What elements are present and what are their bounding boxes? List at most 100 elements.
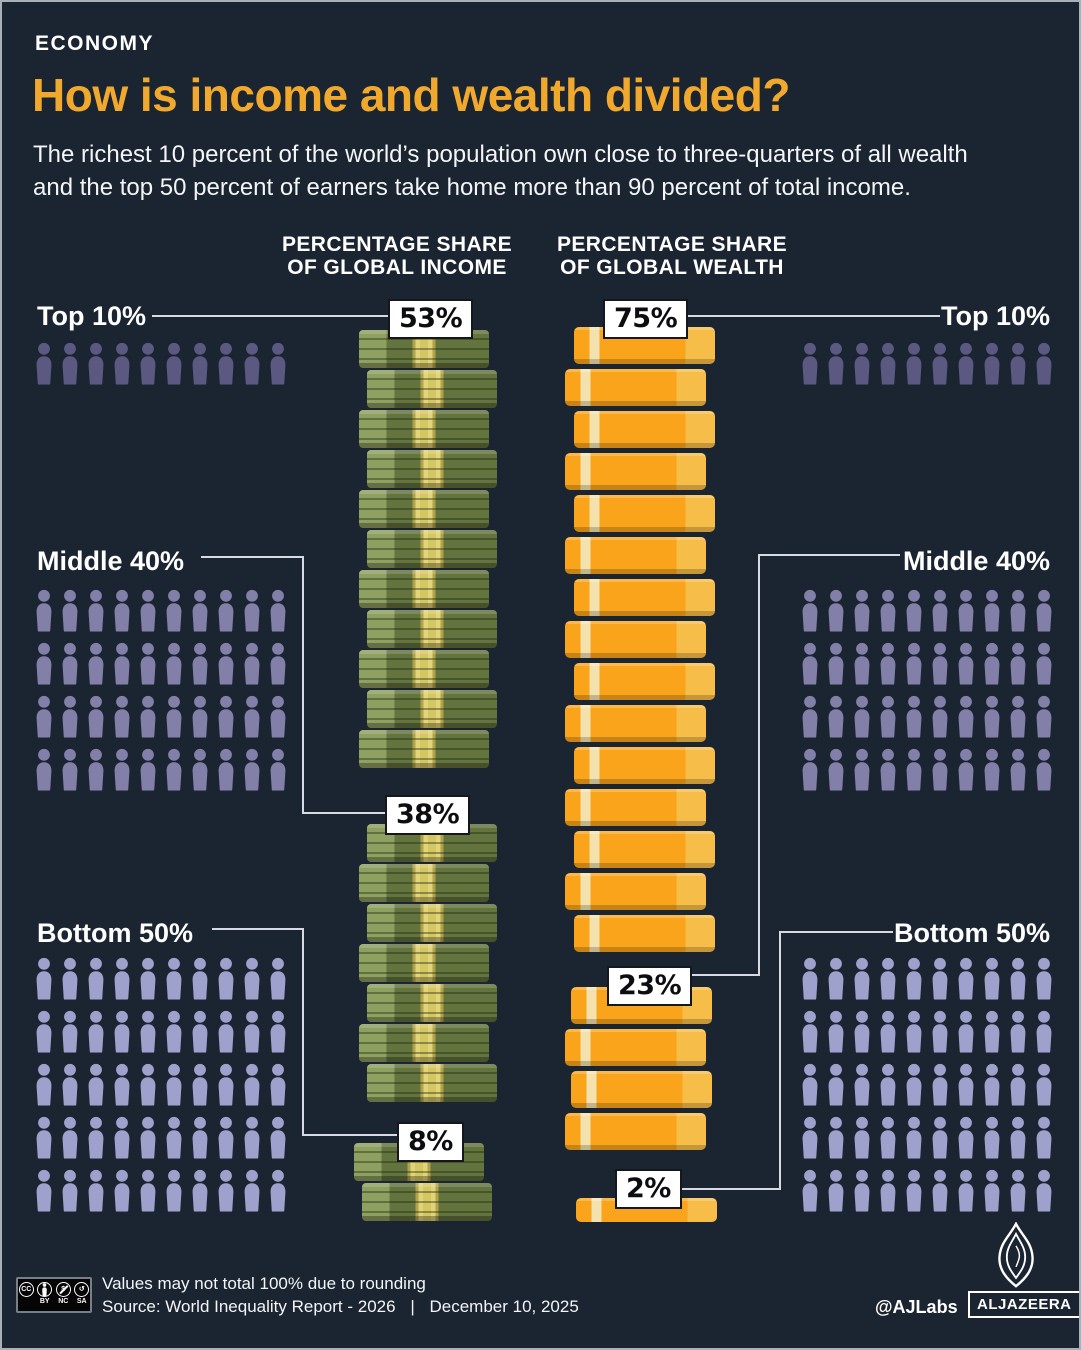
person-icon bbox=[267, 340, 289, 387]
aljazeera-flame-logo bbox=[998, 1222, 1034, 1288]
person-icon bbox=[877, 693, 899, 740]
person-icon bbox=[799, 340, 821, 387]
person-icon bbox=[137, 1167, 159, 1214]
source-separator: | bbox=[410, 1297, 415, 1316]
label-bottom50-left: Bottom 50% bbox=[37, 918, 194, 948]
person-icon bbox=[955, 587, 977, 634]
money-stack-unit bbox=[359, 490, 489, 528]
gold-bar-unit bbox=[574, 495, 715, 532]
cc-nc-icon: $ NC bbox=[55, 1282, 72, 1305]
person-icon bbox=[955, 693, 977, 740]
person-icon bbox=[85, 340, 107, 387]
person-icon bbox=[1007, 1167, 1029, 1214]
person-icon bbox=[267, 1061, 289, 1108]
person-icon bbox=[929, 746, 951, 793]
cc-license-badge: CC BY $ NC ↺ SA bbox=[16, 1277, 92, 1313]
person-icon bbox=[851, 640, 873, 687]
person-icon bbox=[241, 1061, 263, 1108]
person-icon bbox=[163, 587, 185, 634]
person-icon bbox=[929, 1061, 951, 1108]
person-icon bbox=[33, 640, 55, 687]
person-icon bbox=[1007, 640, 1029, 687]
person-icon bbox=[825, 1114, 847, 1161]
value-wealth-middle40: 23% bbox=[607, 966, 693, 1006]
person-icon bbox=[189, 693, 211, 740]
person-icon bbox=[929, 1008, 951, 1055]
value-income-middle40: 38% bbox=[385, 795, 471, 835]
person-icon bbox=[929, 640, 951, 687]
person-icon bbox=[137, 693, 159, 740]
person-icon bbox=[85, 1114, 107, 1161]
person-icon bbox=[33, 746, 55, 793]
cc-sa-circle: ↺ bbox=[74, 1282, 90, 1297]
money-stack-unit bbox=[367, 1064, 497, 1102]
person-icon bbox=[59, 587, 81, 634]
wealth-header-line2: OF GLOBAL WEALTH bbox=[560, 256, 784, 279]
gold-bar-unit bbox=[574, 747, 715, 784]
connector-line bbox=[212, 928, 304, 930]
gold-bar-unit bbox=[565, 453, 706, 490]
person-icon bbox=[851, 1167, 873, 1214]
person-icon bbox=[215, 1114, 237, 1161]
person-icon bbox=[981, 587, 1003, 634]
person-icon bbox=[1033, 955, 1055, 1002]
money-stack-unit bbox=[367, 370, 497, 408]
connector-line bbox=[302, 1134, 398, 1136]
person-icon bbox=[215, 640, 237, 687]
person-icon bbox=[1007, 587, 1029, 634]
person-icon bbox=[799, 1114, 821, 1161]
person-icon bbox=[851, 746, 873, 793]
cc-by-circle bbox=[37, 1282, 53, 1297]
money-stack-unit bbox=[359, 864, 489, 902]
person-icon bbox=[799, 746, 821, 793]
wealth-stack-middle40 bbox=[565, 987, 712, 1155]
person-icon bbox=[877, 1114, 899, 1161]
person-icon bbox=[137, 587, 159, 634]
connector-line bbox=[302, 928, 304, 1136]
person-icon bbox=[163, 693, 185, 740]
gold-bar-unit bbox=[565, 369, 706, 406]
person-icon bbox=[981, 1061, 1003, 1108]
person-icon bbox=[877, 340, 899, 387]
label-middle40-left: Middle 40% bbox=[37, 546, 185, 576]
gold-bar-unit bbox=[574, 831, 715, 868]
pictogram-grid-top10-right bbox=[799, 340, 1055, 387]
person-icon bbox=[1007, 1114, 1029, 1161]
person-icon bbox=[981, 1114, 1003, 1161]
gold-bar-unit bbox=[574, 663, 715, 700]
kicker: ECONOMY bbox=[35, 32, 155, 55]
money-stack-unit bbox=[367, 690, 497, 728]
person-icon bbox=[163, 640, 185, 687]
person-icon bbox=[111, 1008, 133, 1055]
person-icon bbox=[85, 746, 107, 793]
person-icon bbox=[33, 1061, 55, 1108]
person-icon bbox=[929, 693, 951, 740]
person-icon bbox=[981, 955, 1003, 1002]
person-icon bbox=[955, 340, 977, 387]
cc-icon: CC bbox=[18, 1282, 35, 1297]
person-icon bbox=[33, 1008, 55, 1055]
person-icon bbox=[981, 640, 1003, 687]
person-icon bbox=[955, 1167, 977, 1214]
person-icon bbox=[799, 1008, 821, 1055]
person-icon bbox=[877, 1061, 899, 1108]
person-icon bbox=[137, 340, 159, 387]
money-stack-unit bbox=[359, 944, 489, 982]
person-icon bbox=[1007, 746, 1029, 793]
person-icon bbox=[85, 587, 107, 634]
pictogram-grid-middle40-left bbox=[33, 587, 289, 793]
person-icon bbox=[851, 1114, 873, 1161]
person-icon bbox=[1033, 693, 1055, 740]
person-icon bbox=[267, 640, 289, 687]
label-top10-left: Top 10% bbox=[37, 301, 147, 331]
pictogram-grid-bottom50-left bbox=[33, 955, 289, 1214]
person-icon bbox=[955, 746, 977, 793]
connector-line bbox=[302, 556, 304, 814]
connector-line bbox=[779, 931, 781, 1190]
connector-line bbox=[680, 315, 940, 317]
person-icon bbox=[163, 1061, 185, 1108]
rounding-note: Values may not total 100% due to roundin… bbox=[102, 1274, 426, 1293]
person-icon bbox=[1033, 340, 1055, 387]
person-icon bbox=[903, 1167, 925, 1214]
person-icon bbox=[111, 1114, 133, 1161]
